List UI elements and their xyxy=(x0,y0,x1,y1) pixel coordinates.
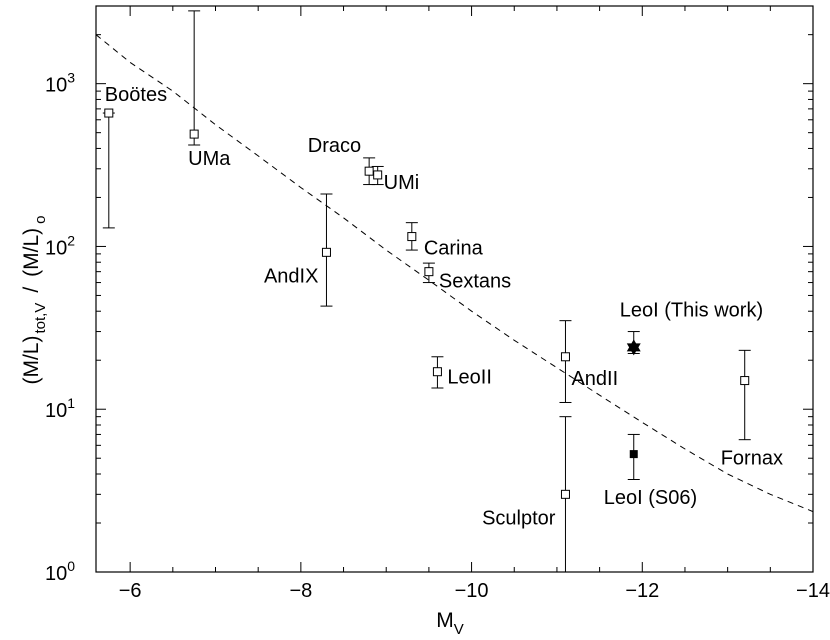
model-curve xyxy=(95,34,814,513)
point-label: UMi xyxy=(384,172,420,194)
axis-ticks xyxy=(96,5,814,573)
point-label: UMa xyxy=(188,148,231,170)
point-label: Sculptor xyxy=(482,507,556,529)
y-axis-label-part-4: (M/L) xyxy=(20,228,43,277)
point-label: Fornax xyxy=(721,448,783,470)
y-axis-label-part-1: (M/L) xyxy=(20,336,43,385)
x-axis-label-sub: V xyxy=(454,621,464,638)
y-axis-label: (M/L) tot,V / (M/L) o xyxy=(20,215,49,384)
point-label: AndII xyxy=(571,368,618,390)
data-points xyxy=(102,10,751,572)
open-square-marker xyxy=(373,170,383,180)
point-label: LeoI (This work) xyxy=(620,299,763,321)
open-square-marker xyxy=(189,129,199,139)
star-marker xyxy=(626,343,641,356)
point-label: Draco xyxy=(308,135,361,157)
y-tick-label: 100 xyxy=(45,558,75,585)
open-square-marker xyxy=(364,166,374,176)
y-tick-label: 102 xyxy=(45,232,75,259)
y-axis-label-part-3: / xyxy=(20,287,43,293)
x-axis-label-main: M xyxy=(436,609,454,632)
open-square-marker xyxy=(407,232,417,242)
point-label: Boötes xyxy=(105,84,167,106)
y-tick-label: 101 xyxy=(45,395,75,422)
y-tick-label: 103 xyxy=(45,70,75,97)
point-label: Sextans xyxy=(439,271,511,293)
y-axis-label-part-2: tot,V xyxy=(32,303,49,334)
open-square-marker xyxy=(560,489,570,499)
point-label: Carina xyxy=(424,238,484,260)
point-labels: Boötes UMa Draco UMi AndIX Carina Sextans LeoII… xyxy=(105,84,783,529)
x-tick-label: −6 xyxy=(119,580,142,602)
point-label: AndIX xyxy=(264,265,318,287)
x-tick-label: −8 xyxy=(289,580,312,602)
open-square-marker xyxy=(560,352,570,362)
open-square-marker xyxy=(432,367,442,377)
x-tick-label: −14 xyxy=(796,580,830,602)
open-square-marker xyxy=(740,376,750,386)
x-tick-label: −10 xyxy=(455,580,489,602)
open-square-marker xyxy=(104,108,114,118)
open-square-marker xyxy=(321,247,331,257)
filled-square-marker xyxy=(629,450,638,459)
x-tick-label: −12 xyxy=(625,580,659,602)
plot-frame xyxy=(95,5,814,573)
x-axis-label: MV xyxy=(436,609,464,638)
y-axis-label-part-5: o xyxy=(32,215,49,223)
point-label: LeoII xyxy=(447,367,491,389)
axis-tick-labels: −6 −8 −10 −12 −14 100 101 102 103 xyxy=(45,70,830,602)
point-label: LeoI (S06) xyxy=(604,487,697,509)
open-square-marker xyxy=(424,267,434,277)
